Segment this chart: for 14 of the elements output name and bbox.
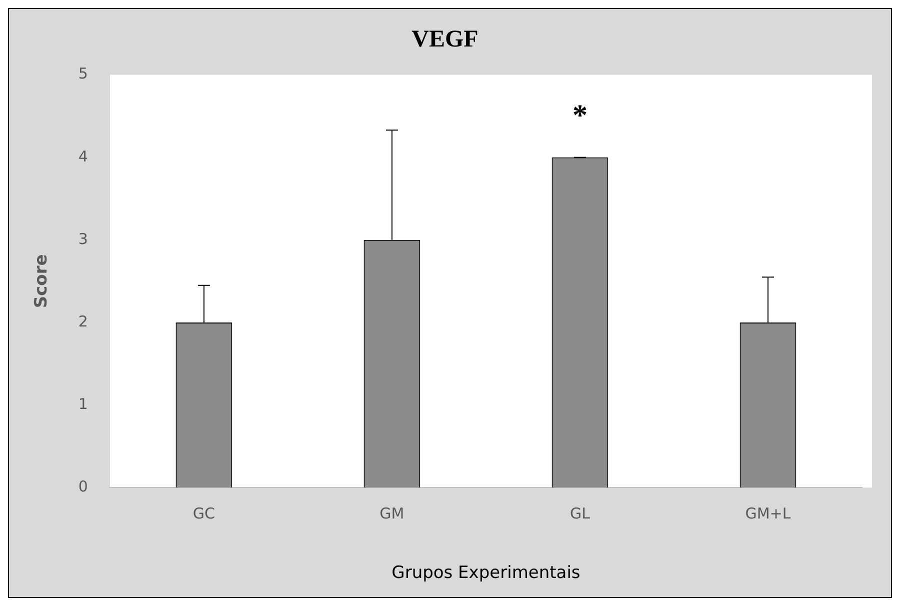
x-tick-label: GL	[570, 504, 591, 522]
annotation: *	[572, 99, 588, 132]
x-tick-label: GC	[192, 504, 216, 522]
y-tick-label: 4	[78, 147, 88, 166]
x-tick-label: GM	[380, 504, 404, 522]
x-tick-label: GM+L	[745, 504, 792, 522]
y-tick-label: 3	[78, 230, 88, 248]
y-tick-label: 5	[78, 64, 88, 83]
y-axis-title: Score	[32, 254, 52, 308]
chart-title: VEGF	[412, 26, 478, 53]
y-tick-label: 0	[78, 477, 88, 496]
x-axis-title: Grupos Experimentais	[392, 563, 580, 584]
y-tick-label: 1	[78, 394, 88, 413]
y-tick-label: 2	[78, 312, 88, 330]
